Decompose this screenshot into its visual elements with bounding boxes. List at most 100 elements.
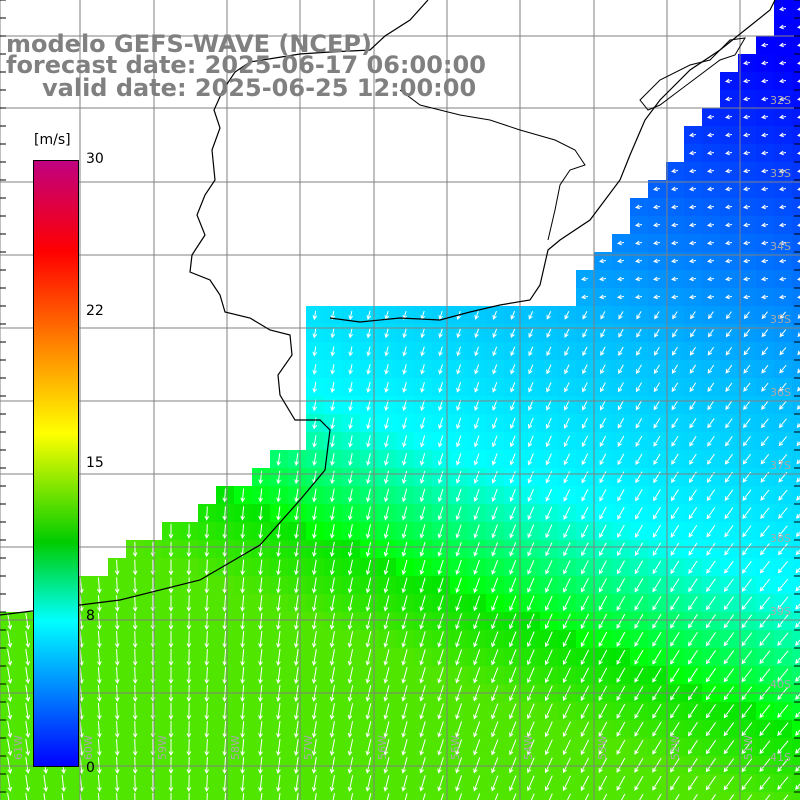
wind-arrow: [741, 578, 752, 592]
wind-arrow: [653, 382, 661, 393]
wind-arrow: [258, 524, 263, 539]
wind-arrow: [348, 310, 354, 321]
wind-cell: [18, 792, 36, 800]
wind-arrow: [7, 631, 13, 648]
wind-arrow: [402, 364, 407, 375]
forecast-date: forecast date: 2025-06-17 06:00:00: [6, 51, 486, 79]
wind-arrow: [689, 346, 696, 356]
wind-arrow: [311, 667, 317, 684]
wind-arrow: [602, 793, 608, 800]
wind-arrow: [563, 399, 570, 411]
wind-arrow: [311, 721, 317, 738]
wind-arrow: [707, 258, 715, 264]
wind-cell: [792, 612, 800, 630]
wind-arrow: [777, 776, 789, 790]
wind-arrow: [544, 739, 553, 756]
wind-arrow: [724, 453, 733, 465]
wind-arrow: [563, 506, 571, 520]
wind-cell: [792, 36, 800, 54]
wind-arrow: [707, 168, 715, 174]
wind-arrow: [654, 328, 660, 338]
wind-arrow: [636, 328, 642, 338]
wind-arrow: [527, 488, 535, 502]
wind-arrow: [725, 186, 733, 192]
wind-arrow: [168, 524, 174, 539]
wind-arrow: [186, 524, 192, 539]
wind-arrow: [473, 775, 481, 792]
wind-arrow: [419, 488, 426, 503]
wind-arrow: [599, 453, 607, 466]
wind-cell: [792, 270, 800, 288]
wind-arrow: [705, 668, 716, 683]
wind-arrow: [564, 364, 570, 375]
wind-arrow: [510, 310, 516, 320]
wind-arrow: [689, 294, 697, 300]
wind-arrow: [438, 346, 443, 357]
wind-arrow: [759, 560, 770, 574]
wind-arrow: [581, 400, 588, 411]
wind-arrow: [526, 631, 535, 648]
wind-arrow: [689, 382, 697, 393]
wind-arrow: [312, 328, 318, 339]
wind-arrow: [600, 364, 606, 375]
wind-arrow: [455, 453, 462, 466]
wind-arrow: [330, 399, 335, 412]
wind-arrow: [347, 559, 353, 576]
wind-arrow: [510, 399, 516, 411]
wind-arrow: [528, 346, 534, 357]
wind-arrow: [509, 560, 517, 575]
wind-arrow: [258, 648, 263, 666]
wind-arrow: [419, 577, 426, 594]
wind-arrow: [438, 381, 444, 393]
wind-arrow: [634, 560, 644, 575]
wind-arrow: [725, 114, 733, 120]
wind-arrow: [365, 506, 371, 521]
wind-cell: [738, 792, 756, 800]
wind-arrow: [456, 417, 462, 430]
wind-arrow: [707, 114, 715, 120]
wind-arrow: [347, 667, 354, 684]
lon-label: 57W: [302, 735, 315, 760]
wind-arrow: [779, 222, 787, 228]
wind-arrow: [526, 721, 535, 738]
wind-arrow: [365, 559, 372, 576]
wind-arrow: [114, 612, 120, 631]
wind-arrow: [743, 114, 751, 120]
wind-arrow: [383, 739, 390, 756]
wind-arrow: [653, 186, 661, 192]
wind-arrow: [759, 632, 771, 647]
wind-arrow: [384, 381, 389, 393]
wind-arrow: [455, 757, 463, 774]
wind-cell: [792, 504, 800, 522]
wind-arrow: [562, 595, 571, 611]
wind-arrow: [311, 757, 317, 774]
wind-arrow: [278, 793, 281, 800]
wind-arrow: [528, 364, 534, 375]
wind-arrow: [293, 631, 299, 648]
wind-arrow: [509, 488, 516, 502]
wind-arrow: [527, 577, 535, 593]
lat-label: 40S: [770, 678, 791, 691]
wind-arrow: [96, 577, 102, 594]
wind-arrow: [222, 541, 228, 558]
wind-cell: [792, 396, 800, 414]
wind-arrow: [599, 294, 607, 300]
wind-cell: [792, 666, 800, 684]
wind-arrow: [437, 739, 444, 756]
wind-arrow: [383, 631, 390, 648]
wind-arrow: [635, 276, 643, 282]
wind-cell: [792, 702, 800, 720]
wind-arrow: [687, 632, 698, 647]
wind-arrow: [114, 702, 120, 721]
wind-arrow: [204, 720, 210, 739]
wind-cell: [792, 144, 800, 162]
wind-arrow: [743, 150, 751, 156]
wind-arrow: [132, 720, 138, 739]
wind-arrow: [777, 578, 789, 592]
wind-arrow: [510, 364, 516, 375]
wind-arrow: [401, 757, 408, 774]
lon-label: 58W: [229, 735, 242, 760]
wind-arrow: [473, 703, 481, 720]
colorbar-tick: 0: [86, 760, 95, 776]
